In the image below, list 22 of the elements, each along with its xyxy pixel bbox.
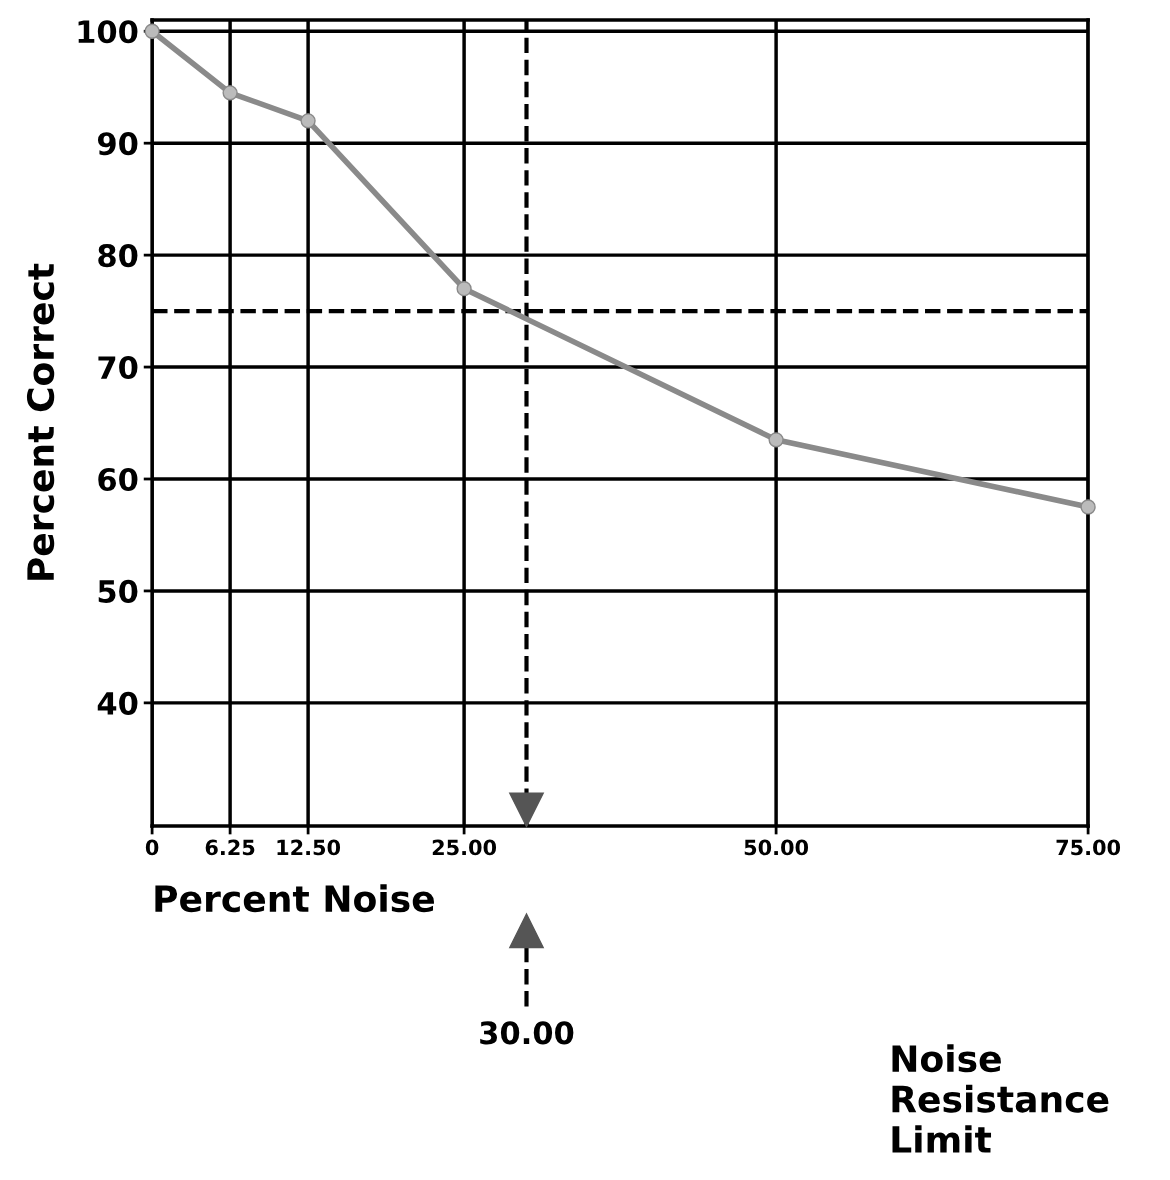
x-tick-label: 6.25 — [205, 839, 255, 856]
point — [300, 113, 316, 129]
point — [222, 85, 238, 101]
y-tick-label: 70 — [98, 355, 138, 380]
x-axis-title: Percent Noise — [155, 884, 434, 913]
x-tick-label: 50.00 — [744, 839, 809, 856]
y-tick-label: 40 — [97, 691, 138, 715]
text: Noise Resistance Limit — [892, 1044, 1109, 1153]
point — [456, 281, 472, 297]
point — [768, 432, 784, 448]
x-tick-label: 25.00 — [432, 839, 497, 856]
y-tick-label: 100 — [78, 20, 138, 44]
y-axis-title: Percent Correct — [26, 263, 55, 580]
x-tick-label: 75.00 — [1056, 839, 1121, 856]
y-tick-label: 50 — [98, 579, 138, 603]
x-tick-label: 0 — [145, 839, 159, 856]
y-tick-label: 90 — [97, 132, 138, 156]
y-tick-label: 60 — [98, 467, 138, 492]
point — [1080, 499, 1096, 515]
x-tick-label: 12.50 — [277, 839, 341, 856]
ref-line-label: 30.00 — [480, 1021, 574, 1045]
y-tick-label: 80 — [98, 244, 138, 268]
